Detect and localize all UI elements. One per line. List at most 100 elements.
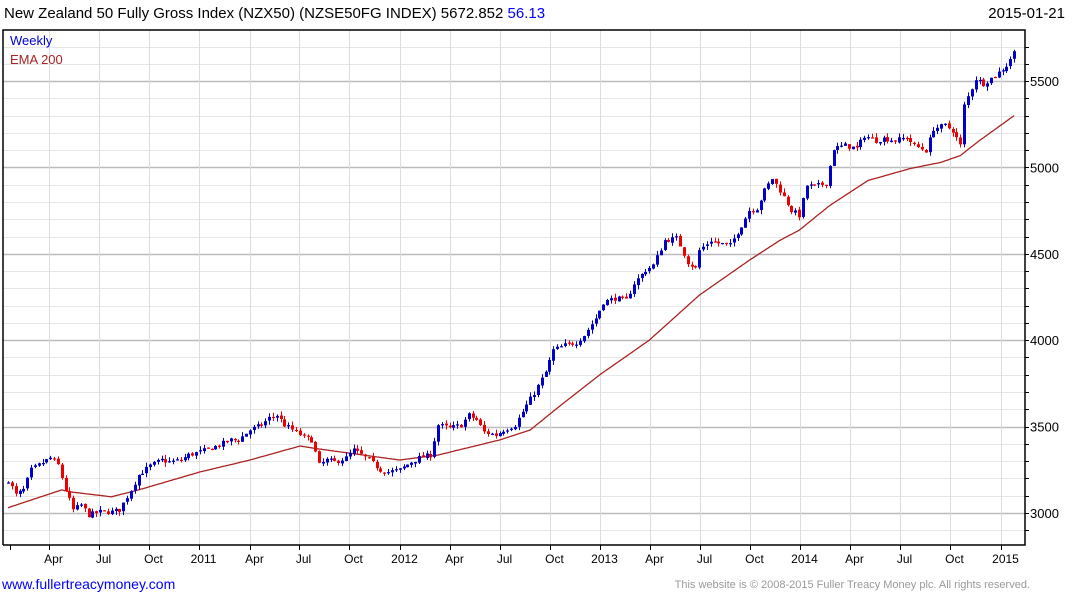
candle [533,391,536,401]
candle-body [618,296,621,302]
candle-body [38,463,41,466]
candle-body [752,211,755,213]
candle [829,165,832,189]
candle-body [541,377,544,386]
candle-body [817,183,820,185]
price-change: 56.13 [507,5,546,22]
candle [752,208,755,215]
candle [848,143,851,152]
candle-body [72,497,75,510]
candle [80,503,83,508]
candle [948,120,951,130]
candle-body [687,256,690,265]
candle [955,128,958,141]
candle-body [514,426,517,430]
candle [426,450,429,460]
candle [706,241,709,250]
candle [982,77,985,87]
candle-body [433,441,436,457]
candle [122,502,125,516]
candle [779,181,782,196]
candle-body [76,505,79,510]
candle-body [902,138,905,140]
candle [560,344,563,348]
candle [794,208,797,216]
candle-body [806,185,809,199]
candle-body [372,457,375,462]
candle-body [529,396,532,405]
candle-body [867,137,870,139]
candle-body [583,336,586,342]
plot-frame [2,29,1026,546]
candle-body [798,209,801,218]
candle-body [349,452,352,457]
x-tick-label: 2012 [391,552,418,566]
candle [510,427,513,432]
y-tick-label: 3500 [1030,420,1059,435]
candle-body [22,488,25,492]
candle-body [825,184,828,187]
x-tick-label: Jul [296,552,311,566]
candle [610,295,613,304]
site-link[interactable]: www.fullertreacymoney.com [2,576,176,592]
candle-body [452,425,455,428]
candle-body [518,417,521,427]
candle [859,137,862,150]
candle-body [61,464,64,478]
candle-body [107,511,110,515]
candle-body [963,104,966,145]
candle [767,181,770,191]
candle-body [859,139,862,148]
candle-body [1013,51,1016,59]
candle-body [1002,70,1005,72]
candle-body [986,83,989,87]
candle-body [345,456,348,462]
candle [429,450,432,461]
candle [403,464,406,471]
y-tick-label: 5500 [1030,74,1059,89]
candle [38,462,41,467]
candle [211,448,214,451]
candle [30,464,33,480]
candle [602,304,605,312]
candle-body [441,424,444,426]
candle [68,487,71,501]
candle-body [737,234,740,238]
y-tick-label: 5000 [1030,160,1059,175]
candle [687,254,690,268]
candle [53,456,56,461]
candle [618,295,621,302]
candle-body [395,469,398,471]
candle-body [614,297,617,301]
x-tick-label: Oct [745,552,764,566]
candle-body [894,140,897,142]
candle-body [180,459,183,462]
candle [276,414,279,422]
candle [871,133,874,139]
candle-body [314,441,317,452]
candle-body [821,182,824,185]
candle-body [268,416,271,421]
candle [575,341,578,349]
candle-body [890,140,893,143]
candle-body [660,250,663,256]
candle-body [606,299,609,306]
candle-body [387,472,390,474]
candle [283,415,286,427]
copyright-text: This website is © 2008-2015 Fuller Treac… [674,579,1030,591]
candle [280,411,283,423]
candle-body [26,477,29,489]
candle-body [414,461,417,464]
candle-body [472,413,475,418]
candle [464,416,467,431]
candle [917,141,920,149]
candle-body [283,419,286,427]
candle [322,458,325,467]
candle-body [510,428,513,430]
candle-body [249,430,252,435]
candle [936,124,939,134]
candle-body [1005,66,1008,72]
candle [940,123,943,133]
candle [583,335,586,343]
candle [72,495,75,513]
